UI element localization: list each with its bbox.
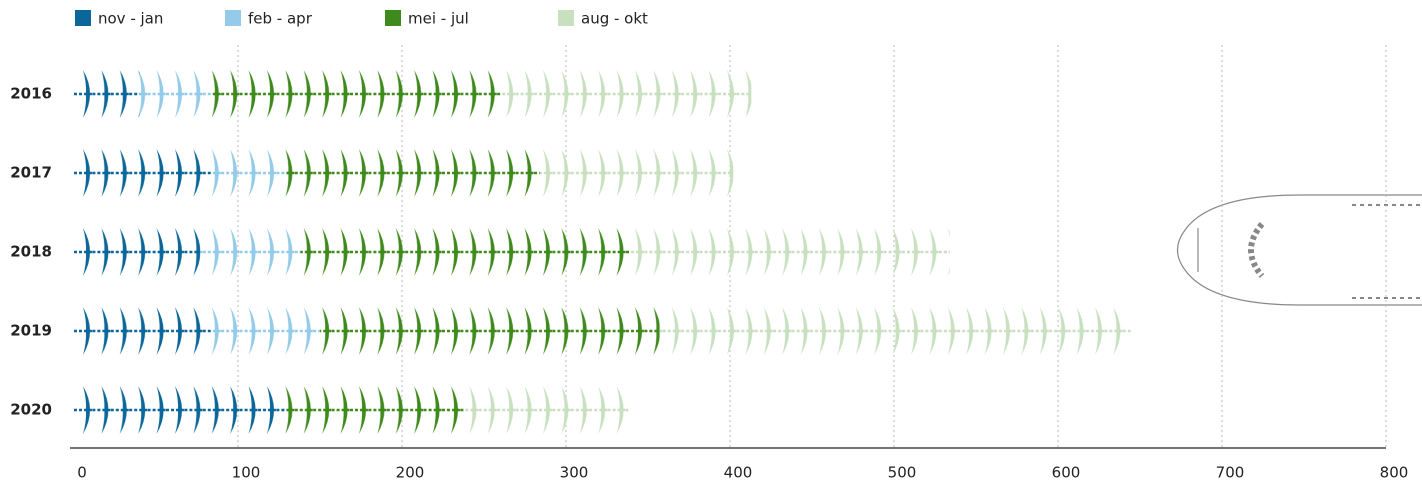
bar-segment (74, 380, 286, 440)
bar-segment (285, 143, 540, 203)
x-tick-label: 800 (1380, 464, 1409, 482)
bar-segment (300, 222, 630, 282)
x-tick-label: 200 (396, 464, 425, 482)
bar-segment (659, 301, 1132, 361)
y-label: 2018 (10, 243, 52, 261)
bar-segment (139, 64, 212, 124)
bar-segment (500, 64, 752, 124)
bar-segment (629, 222, 950, 282)
bar-segment (74, 143, 212, 203)
legend-label: aug - okt (581, 10, 648, 28)
legend-swatch (385, 10, 401, 26)
bar-segment (464, 380, 629, 440)
bar-segment (74, 301, 212, 361)
y-label: 2016 (10, 85, 52, 103)
bar-segment (211, 64, 501, 124)
bar-segment (74, 222, 201, 282)
x-tick-label: 0 (77, 464, 87, 482)
x-tick-label: 600 (1052, 464, 1081, 482)
legend-swatch (225, 10, 241, 26)
x-tick-label: 100 (232, 464, 261, 482)
legend-label: feb - apr (248, 10, 313, 28)
bar-segment (200, 222, 301, 282)
legend-swatch (75, 10, 91, 26)
x-tick-label: 500 (888, 464, 917, 482)
bar-segment (211, 301, 320, 361)
y-label: 2019 (10, 322, 52, 340)
bar-segment (320, 301, 660, 361)
bar-segment (74, 64, 140, 124)
y-label: 2017 (10, 164, 52, 182)
x-tick-label: 700 (1216, 464, 1245, 482)
bar-segment (539, 143, 734, 203)
x-tick-label: 400 (724, 464, 753, 482)
bar-segment (211, 143, 286, 203)
legend-label: nov - jan (98, 10, 163, 28)
bar-segment (285, 380, 465, 440)
decorative-plane (1176, 194, 1422, 306)
legend-swatch (558, 10, 574, 26)
x-tick-label: 300 (560, 464, 589, 482)
y-label: 2020 (10, 401, 52, 419)
legend-label: mei - jul (408, 10, 469, 28)
